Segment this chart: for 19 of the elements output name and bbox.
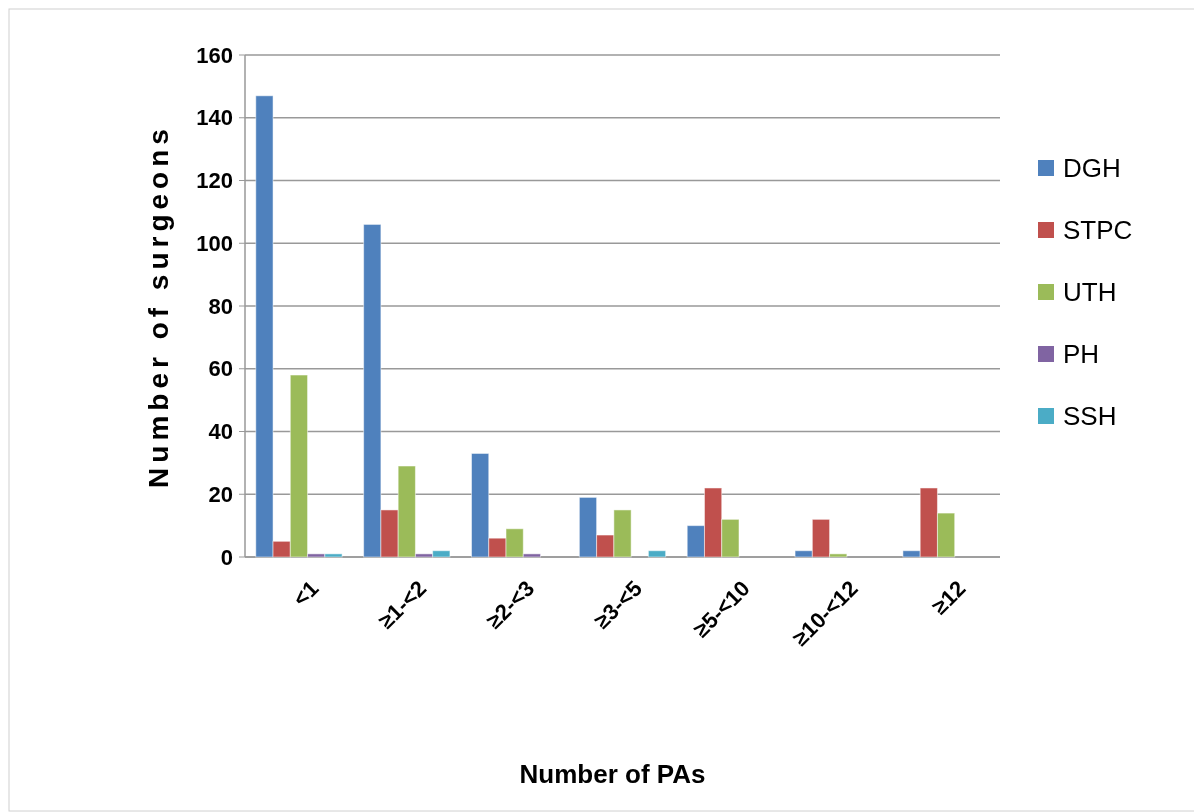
y-tick-label: 100 [196, 230, 233, 256]
y-tick-label: 80 [208, 293, 233, 319]
x-tick-label: ≥12 [926, 575, 971, 620]
legend-label: UTH [1063, 277, 1117, 308]
y-tick-label: 20 [208, 481, 233, 507]
y-tick-label: 0 [220, 544, 233, 570]
legend-label: SSH [1063, 401, 1117, 432]
legend-label: PH [1063, 339, 1100, 370]
y-tick-label: 60 [208, 356, 233, 382]
x-axis-title: Number of PAs [519, 759, 706, 789]
y-axis-title: Number of surgeons [143, 124, 174, 488]
bar [647, 550, 667, 558]
legend-label: STPC [1063, 215, 1133, 246]
y-tick-label: 160 [196, 42, 233, 68]
y-tick-label: 140 [196, 105, 233, 131]
y-tick-label: 40 [208, 419, 233, 445]
y-tick-label: 120 [196, 168, 233, 194]
legend-label: DGH [1063, 153, 1121, 184]
x-tick-label: <1 [287, 575, 324, 612]
